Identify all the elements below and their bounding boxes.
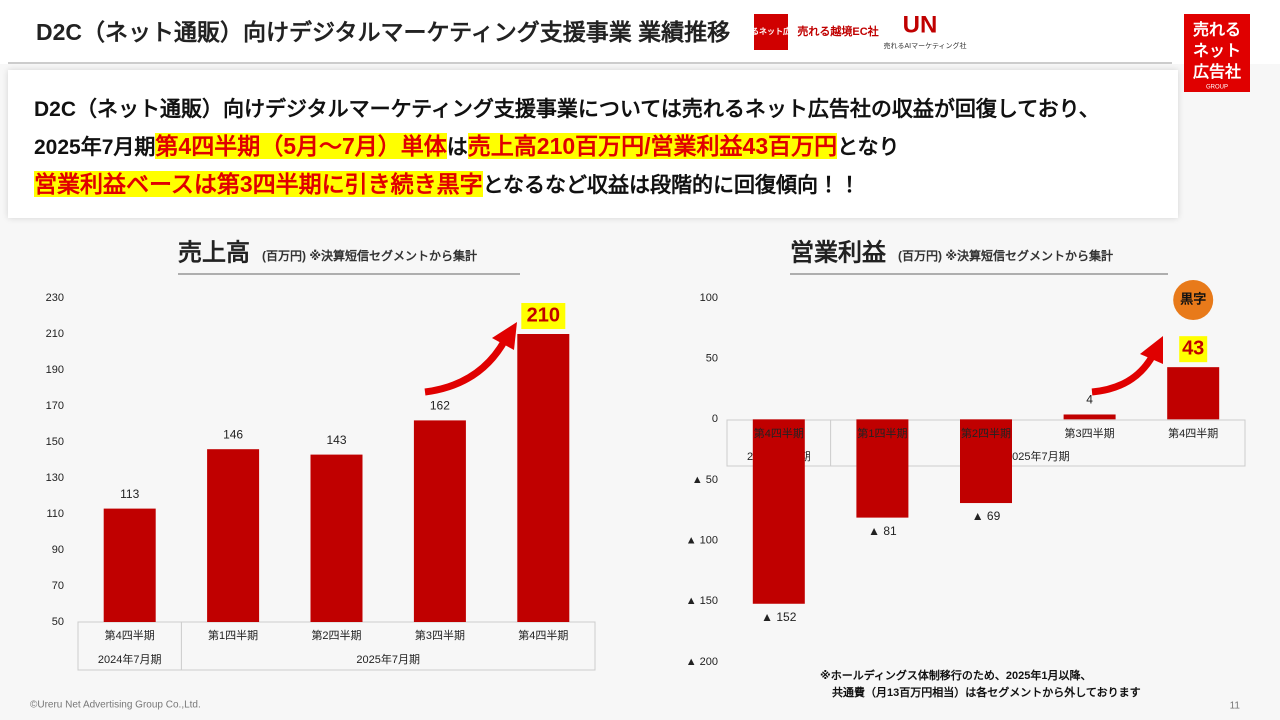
copyright: ©Ureru Net Advertising Group Co.,Ltd.: [30, 700, 201, 711]
y-tick-label: 50: [706, 353, 718, 365]
headline-text: は: [446, 136, 468, 159]
headline-text: となるなど収益は段階的に回復傾向！！: [482, 174, 861, 197]
bar: [103, 508, 156, 622]
headline-line: 2025年7月期第4四半期（5月～7月）単体は売上高210百万円/営業利益43百…: [34, 128, 1178, 166]
group-logo: GROUP: [1206, 85, 1228, 91]
arrow: [424, 338, 509, 396]
y-tick-label: 190: [46, 364, 64, 376]
logo: 売れるネット広告社: [735, 26, 807, 36]
value-label: ▲ 152: [761, 610, 797, 624]
group-logo: 売れる: [1193, 20, 1241, 39]
bar: [1167, 367, 1220, 420]
x-tick-label: 第4四半期: [518, 628, 568, 642]
highlight-text: 売上高210百万円/営業利益43百万円: [467, 133, 838, 159]
y-tick-label: 210: [46, 328, 64, 340]
logo-box: [754, 14, 788, 50]
y-tick-label: 70: [52, 580, 64, 592]
headline-text: D2C（ネット通販）向けデジタルマーケティング支援事業については売れるネット広告…: [34, 98, 1100, 121]
y-tick-label: 230: [46, 292, 64, 304]
y-tick-label: ▲ 200: [686, 656, 718, 668]
bar: [856, 419, 909, 518]
slide-title: D2C（ネット通販）向けデジタルマーケティング支援事業 業績推移: [36, 19, 730, 45]
group-logo-box: [1184, 14, 1250, 92]
arrow-head: [1140, 336, 1163, 364]
headline-box: D2C（ネット通販）向けデジタルマーケティング支援事業については売れるネット広告…: [8, 70, 1178, 218]
chart-subtitle: (百万円) ※決算短信セグメントから集計: [898, 248, 1113, 263]
headline-text: となり: [837, 136, 900, 159]
group-label: 2025年7月期: [356, 652, 420, 666]
y-tick-label: 100: [700, 292, 718, 304]
x-tick-label: 第1四半期: [857, 426, 907, 440]
x-tick-label: 第2四半期: [961, 426, 1011, 440]
label-highlight: [521, 303, 566, 329]
label-highlight: [1179, 336, 1208, 363]
chart-subtitle: (百万円) ※決算短信セグメントから集計: [262, 248, 477, 263]
headline-text: 2025年7月期: [34, 136, 156, 159]
chart-title: 売上高: [178, 239, 250, 266]
arrow-head: [492, 322, 517, 350]
logo: 売れるAIマーケティング社: [883, 41, 966, 50]
value-label: ▲ 69: [972, 509, 1001, 523]
group-label: 2025年7月期: [1006, 449, 1070, 463]
x-tick-label: 第4四半期: [105, 628, 155, 642]
headline-line: 営業利益ベースは第3四半期に引き続き黒字となるなど収益は段階的に回復傾向！！: [34, 166, 1178, 204]
value-label: 210: [527, 304, 560, 326]
y-tick-label: 90: [52, 544, 64, 556]
group-logo: ネット: [1193, 42, 1241, 60]
y-tick-label: 110: [46, 508, 64, 520]
bar: [517, 334, 570, 622]
x-tick-label: 第4四半期: [754, 426, 804, 440]
group-label: 2024年7月期: [98, 652, 162, 666]
x-tick-label: 第3四半期: [415, 628, 465, 642]
bar: [960, 419, 1012, 504]
group-logo: 広告社: [1193, 62, 1241, 81]
bar: [752, 419, 805, 604]
bar: [1063, 414, 1116, 420]
bar: [207, 449, 260, 622]
headline-line: D2C（ネット通販）向けデジタルマーケティング支援事業については売れるネット広告…: [34, 92, 1178, 128]
value-label: 4: [1086, 393, 1093, 407]
x-tick-label: 第2四半期: [311, 628, 361, 642]
y-tick-label: ▲ 100: [686, 535, 718, 547]
y-tick-label: ▲ 50: [692, 474, 718, 486]
highlight-text: 第4四半期（5月～7月）単体: [155, 133, 447, 159]
badge: [1173, 280, 1214, 320]
y-tick-label: 50: [52, 616, 64, 628]
logo: 売れる越境EC社: [797, 24, 878, 38]
x-tick-label: 第3四半期: [1065, 426, 1115, 440]
arrow: [1091, 353, 1157, 396]
value-label: 143: [326, 433, 346, 447]
x-tick-label: 第1四半期: [208, 628, 258, 642]
y-tick-label: ▲ 150: [686, 595, 718, 607]
highlight-text: 営業利益ベースは第3四半期に引き続き黒字: [34, 171, 483, 197]
bar: [310, 454, 363, 622]
value-label: 43: [1182, 337, 1204, 359]
value-label: 162: [430, 399, 450, 413]
badge-text: 黒字: [1180, 291, 1206, 306]
value-label: 146: [223, 427, 243, 441]
y-tick-label: 130: [46, 472, 64, 484]
value-label: ▲ 81: [868, 524, 897, 538]
y-tick-label: 150: [46, 436, 64, 448]
x-tick-label: 第4四半期: [1168, 426, 1218, 440]
page-number: 11: [1230, 701, 1241, 712]
bar: [413, 420, 466, 622]
logo: UN: [903, 11, 938, 38]
chart-title: 営業利益: [790, 238, 887, 266]
footnote: ※ホールディングス体制移行のため、2025年1月以降、: [820, 668, 1092, 682]
value-label: 113: [120, 487, 139, 501]
y-tick-label: 0: [712, 413, 718, 425]
footnote: 共通費（月13百万円相当）は各セグメントから外しております: [832, 685, 1141, 699]
y-tick-label: 170: [46, 400, 64, 412]
